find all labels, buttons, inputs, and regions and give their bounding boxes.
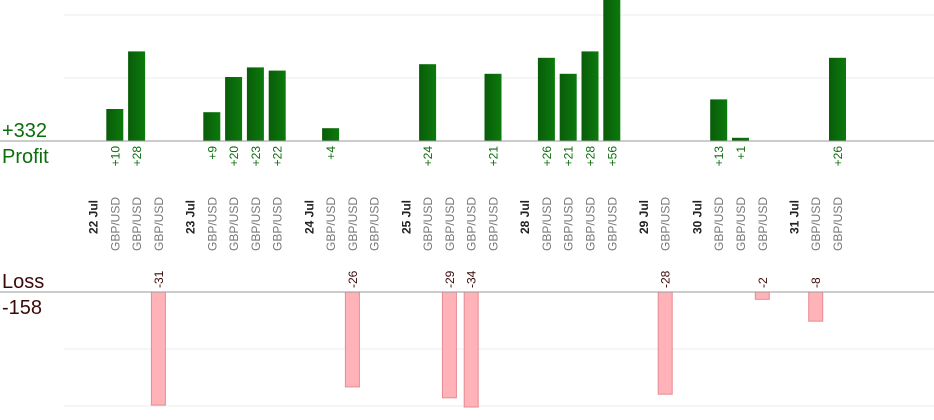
profit-bar (559, 73, 577, 141)
date-label: 25 Jul (399, 200, 413, 234)
loss-bar (657, 291, 673, 395)
pair-label: GBP/USD (659, 197, 673, 251)
profit-bar (225, 77, 243, 141)
date-label: 24 Jul (302, 200, 316, 234)
loss-bar (754, 291, 770, 300)
profit-grid (64, 14, 934, 79)
date-label: 28 Jul (518, 200, 532, 234)
category-labels: 22 Jul GBP/USD GBP/USD GBP/USD 23 Jul GBP/USD… (87, 197, 846, 251)
profit-value-label: +28 (584, 146, 598, 167)
pair-label: GBP/USD (108, 197, 122, 251)
pair-label: GBP/USD (152, 197, 166, 251)
profit-bar (419, 64, 437, 141)
pair-label: GBP/USD (734, 197, 748, 251)
pair-label: GBP/USD (205, 197, 219, 251)
profit-bar (322, 128, 340, 141)
pair-label: GBP/USD (562, 197, 576, 251)
loss-bar (441, 291, 457, 399)
profit-value-label: +21 (562, 146, 576, 167)
profit-value-label: +26 (831, 146, 845, 167)
profit-value-label: +21 (487, 146, 501, 167)
loss-bar (150, 291, 166, 406)
loss-value-label: -2 (756, 277, 770, 288)
pair-label: GBP/USD (487, 197, 501, 251)
pair-label: GBP/USD (227, 197, 241, 251)
loss-total: -158 (2, 297, 42, 319)
profit-bar (829, 57, 846, 141)
loss-value-label: -8 (809, 277, 823, 288)
pair-label: GBP/USD (831, 197, 845, 251)
profit-value-label: +56 (605, 146, 619, 167)
profit-value-label: +26 (540, 146, 554, 167)
profit-bar (106, 109, 124, 141)
loss-value-label: -29 (443, 270, 457, 288)
profit-value-label: +9 (205, 146, 219, 160)
pair-label: GBP/USD (605, 197, 619, 251)
pair-label: GBP/USD (271, 197, 285, 251)
pair-label: GBP/USD (465, 197, 479, 251)
profit-bar (484, 73, 502, 141)
loss-value-label: -34 (465, 270, 479, 288)
profit-label: Profit (2, 146, 49, 168)
loss-bar (463, 291, 479, 408)
profit-bar (581, 51, 599, 141)
profit-total: +332 (2, 120, 47, 142)
date-label: 30 Jul (690, 200, 704, 234)
loss-value-label: -28 (659, 270, 673, 288)
date-label: 29 Jul (637, 200, 651, 234)
pair-label: GBP/USD (421, 197, 435, 251)
profit-value-labels: +10 +28 +9 +20 +23 +22 +4 +24 +21 +26 +21 +28 +56 +13… (108, 146, 845, 167)
profit-bar (128, 51, 146, 141)
pair-label: GBP/USD (540, 197, 554, 251)
profit-bar (710, 99, 728, 141)
profit-value-label: +4 (324, 146, 338, 160)
pair-label: GBP/USD (368, 197, 382, 251)
profit-value-label: +22 (271, 146, 285, 167)
loss-value-label: -31 (152, 270, 166, 288)
profit-value-label: +10 (108, 146, 122, 167)
profit-value-label: +20 (227, 146, 241, 167)
loss-label: Loss (2, 271, 44, 293)
profit-value-label: +28 (130, 146, 144, 167)
loss-bars (150, 291, 824, 408)
date-label: 23 Jul (184, 200, 198, 234)
pair-label: GBP/USD (712, 197, 726, 251)
profit-bar (603, 0, 621, 141)
loss-value-label: -26 (346, 270, 360, 288)
loss-value-labels: -31 -26 -29 -34 -28 -2 -8 (152, 270, 823, 288)
loss-bar (344, 291, 360, 388)
profit-bar (246, 67, 264, 141)
profit-value-label: +23 (249, 146, 263, 167)
pair-label: GBP/USD (324, 197, 338, 251)
pair-label: GBP/USD (809, 197, 823, 251)
date-label: 31 Jul (787, 200, 801, 234)
pair-label: GBP/USD (130, 197, 144, 251)
date-label: 22 Jul (87, 200, 101, 234)
loss-bar (808, 291, 824, 322)
profit-bar (203, 112, 221, 141)
pair-label: GBP/USD (756, 197, 770, 251)
profit-bar (537, 57, 555, 141)
profit-bar (732, 137, 749, 141)
profit-bars (106, 0, 846, 141)
pair-label: GBP/USD (346, 197, 360, 251)
profit-value-label: +24 (421, 146, 435, 167)
pair-label: GBP/USD (584, 197, 598, 251)
pair-label: GBP/USD (249, 197, 263, 251)
profit-bar (268, 70, 286, 141)
pair-label: GBP/USD (443, 197, 457, 251)
profit-value-label: +13 (712, 146, 726, 167)
loss-grid (64, 348, 934, 407)
profit-value-label: +1 (734, 146, 748, 160)
